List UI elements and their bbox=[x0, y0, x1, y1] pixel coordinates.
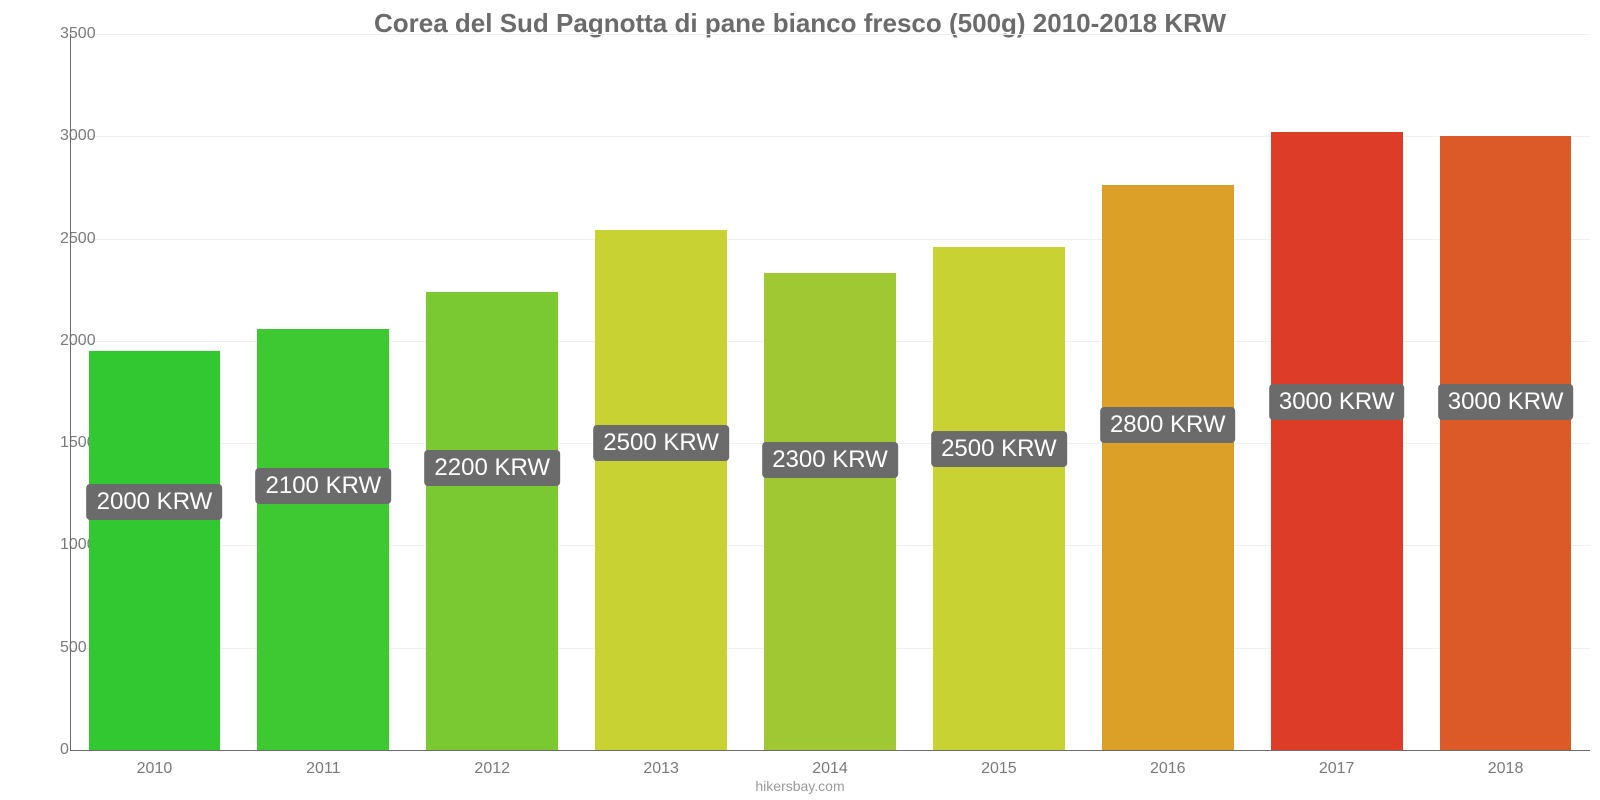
y-axis-line bbox=[70, 34, 71, 750]
x-tick-label: 2014 bbox=[812, 760, 848, 778]
x-tick-label: 2017 bbox=[1319, 760, 1355, 778]
plot-area: 050010001500200025003000350020102000 KRW… bbox=[70, 34, 1590, 750]
x-tick-label: 2012 bbox=[474, 760, 510, 778]
bar bbox=[257, 329, 389, 750]
bar bbox=[1440, 136, 1572, 750]
x-tick-label: 2011 bbox=[306, 760, 340, 778]
bar-value-label: 3000 KRW bbox=[1438, 384, 1574, 420]
bar bbox=[1271, 132, 1403, 750]
x-tick-label: 2018 bbox=[1488, 760, 1524, 778]
bar-value-label: 2800 KRW bbox=[1100, 407, 1236, 443]
bar-value-label: 2500 KRW bbox=[931, 431, 1067, 467]
bar bbox=[1102, 185, 1234, 750]
x-tick-label: 2015 bbox=[981, 760, 1017, 778]
x-axis-line bbox=[70, 750, 1590, 751]
x-tick-label: 2010 bbox=[137, 760, 173, 778]
bar-value-label: 2300 KRW bbox=[762, 442, 898, 478]
bar-value-label: 3000 KRW bbox=[1269, 384, 1405, 420]
bar-value-label: 2100 KRW bbox=[256, 468, 392, 504]
bar-value-label: 2200 KRW bbox=[424, 450, 560, 486]
bar-value-label: 2500 KRW bbox=[593, 425, 729, 461]
bar bbox=[426, 292, 558, 750]
grid-line bbox=[70, 34, 1590, 35]
footer-text: hikersbay.com bbox=[755, 778, 844, 794]
bar bbox=[764, 273, 896, 750]
bar-value-label: 2000 KRW bbox=[87, 484, 223, 520]
bar bbox=[89, 351, 221, 750]
x-tick-label: 2016 bbox=[1150, 760, 1186, 778]
bar bbox=[595, 230, 727, 750]
bar bbox=[933, 247, 1065, 750]
x-tick-label: 2013 bbox=[643, 760, 679, 778]
bar-chart: Corea del Sud Pagnotta di pane bianco fr… bbox=[0, 0, 1600, 800]
